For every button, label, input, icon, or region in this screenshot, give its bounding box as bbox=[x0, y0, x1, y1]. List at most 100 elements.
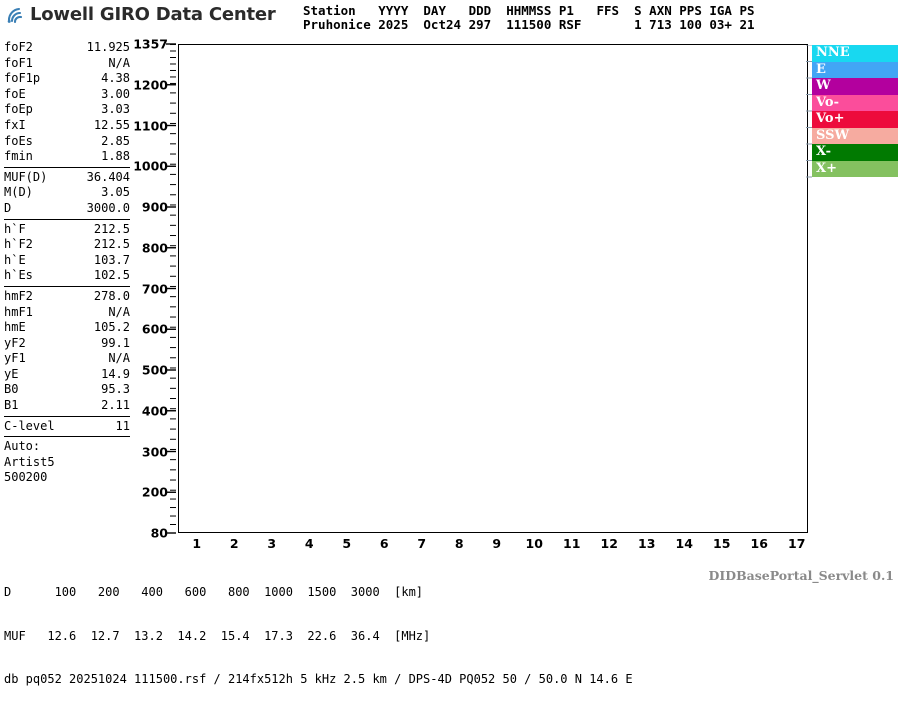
legend-item-x[interactable]: X+ bbox=[812, 160, 898, 177]
param-row-he: h`E 103.7 bbox=[4, 253, 130, 269]
y-tick-label: 80 bbox=[150, 525, 168, 541]
param-value: 3.00 bbox=[101, 86, 130, 101]
param-key: fmin bbox=[4, 149, 33, 164]
y-tick-label: 800 bbox=[141, 240, 168, 256]
param-value: 99.1 bbox=[101, 335, 130, 350]
ionogram-plot[interactable] bbox=[178, 44, 808, 533]
param-group-profile: hmF2 278.0 hmF1 N/A hmE 105.2 yF2 99.1 yF1 N/A yE 1… bbox=[4, 289, 130, 414]
direction-legend[interactable]: NNE E W Vo- Vo+ SSW X- X+ bbox=[812, 45, 898, 177]
x-tick-label: 13 bbox=[638, 536, 656, 551]
legend-item-e[interactable]: E bbox=[812, 61, 898, 78]
y-axis: 80 200 300 400 500 600 700 800 900 1000 1100 1200 13… bbox=[118, 36, 176, 541]
x-tick-label: 7 bbox=[417, 536, 427, 551]
plot-border bbox=[178, 44, 808, 533]
y-axis-ticks bbox=[166, 43, 176, 534]
y-tick-label: 600 bbox=[141, 321, 168, 337]
param-value: 105.2 bbox=[93, 320, 130, 335]
station-header: Station YYYY DAY DDD HHMMSS P1 FFS S AXN… bbox=[303, 4, 755, 32]
x-tick-label: 12 bbox=[600, 536, 618, 551]
param-value: 11 bbox=[115, 418, 130, 433]
x-tick-label: 9 bbox=[492, 536, 502, 551]
param-row-hme: hmE 105.2 bbox=[4, 320, 130, 336]
param-value: 212.5 bbox=[93, 221, 130, 236]
y-tick-label: 1100 bbox=[133, 118, 168, 133]
ionospheric-parameters-panel: foF2 11.925 foF1 N/A foF1p 4.38 foE 3.00 foEp 3.0… bbox=[4, 40, 130, 486]
param-key: yF2 bbox=[4, 335, 26, 350]
legend-item-w[interactable]: W bbox=[812, 78, 898, 95]
param-value: 11.925 bbox=[86, 40, 130, 54]
param-value: 103.7 bbox=[93, 252, 130, 267]
y-tick-label: 1000 bbox=[133, 158, 168, 174]
x-tick-label: 4 bbox=[304, 536, 314, 551]
x-tick-label: 15 bbox=[713, 536, 731, 551]
param-key: foF1 bbox=[4, 55, 33, 70]
param-value: 212.5 bbox=[93, 237, 130, 252]
param-key: D bbox=[4, 200, 12, 215]
param-key: h`F bbox=[4, 221, 26, 236]
auto-line: Artist5 bbox=[4, 454, 55, 469]
param-row-hmf1: hmF1 N/A bbox=[4, 305, 130, 321]
param-row-yf1: yF1 N/A bbox=[4, 351, 130, 367]
legend-item-nne[interactable]: NNE bbox=[812, 45, 898, 62]
x-tick-label: 1 bbox=[192, 536, 202, 551]
param-value: 3.03 bbox=[101, 102, 130, 117]
brand-logo: Lowell GIRO Data Center bbox=[6, 4, 276, 25]
x-tick-label: 16 bbox=[750, 536, 768, 551]
footer-info: D 100 200 400 600 800 1000 1500 3000 [km… bbox=[4, 556, 633, 701]
servlet-version-label: DIDBasePortal_Servlet 0.1 bbox=[708, 568, 894, 583]
y-tick-label: 1357 bbox=[133, 36, 168, 52]
param-key: foEp bbox=[4, 102, 33, 117]
auto-line: 500200 bbox=[4, 470, 48, 485]
brand-title: Lowell GIRO Data Center bbox=[30, 4, 276, 25]
legend-item-ssw[interactable]: SSW bbox=[812, 127, 898, 144]
x-tick-label: 17 bbox=[788, 536, 806, 551]
param-value: 3000.0 bbox=[86, 200, 130, 215]
param-row-fmin: fmin 1.88 bbox=[4, 149, 130, 165]
divider bbox=[4, 166, 130, 168]
param-row-yf2: yF2 99.1 bbox=[4, 336, 130, 352]
param-row-fxi: fxI 12.55 bbox=[4, 118, 130, 134]
param-key: fxI bbox=[4, 117, 26, 132]
param-key: hmF1 bbox=[4, 304, 33, 319]
y-tick-label: 500 bbox=[141, 362, 168, 378]
param-key: foEs bbox=[4, 133, 33, 148]
x-tick-label: 11 bbox=[563, 536, 581, 551]
legend-item-vo[interactable]: Vo- bbox=[812, 94, 898, 111]
legend-tick-bar bbox=[806, 45, 812, 178]
footer-muf-row: MUF 12.6 12.7 13.2 14.2 15.4 17.3 22.6 3… bbox=[4, 628, 431, 643]
param-value: 95.3 bbox=[101, 382, 130, 397]
param-value: 278.0 bbox=[93, 288, 130, 303]
divider bbox=[4, 218, 130, 220]
param-key: h`F2 bbox=[4, 237, 33, 252]
param-value: 4.38 bbox=[101, 71, 130, 86]
param-key: foF1p bbox=[4, 71, 41, 86]
param-row-fof2: foF2 11.925 bbox=[4, 40, 130, 56]
param-value: N/A bbox=[108, 55, 130, 70]
footer-distance-row: D 100 200 400 600 800 1000 1500 3000 [km… bbox=[4, 585, 424, 599]
param-row-fof1p: foF1p 4.38 bbox=[4, 71, 130, 87]
param-key: MUF(D) bbox=[4, 169, 48, 184]
param-value: 36.404 bbox=[86, 169, 130, 184]
y-tick-label: 1200 bbox=[133, 77, 168, 93]
x-axis: 1 2 3 4 5 6 7 8 9 10 11 12 13 14 15 16 17 bbox=[178, 536, 808, 556]
divider bbox=[4, 285, 130, 287]
param-row-hes: h`Es 102.5 bbox=[4, 268, 130, 284]
param-row-clevel: C-level 11 bbox=[4, 419, 130, 435]
divider bbox=[4, 436, 130, 438]
param-value: N/A bbox=[108, 304, 130, 319]
param-value: N/A bbox=[108, 351, 130, 366]
param-value: 3.05 bbox=[101, 185, 130, 200]
x-tick-label: 14 bbox=[675, 536, 693, 551]
param-key: B1 bbox=[4, 398, 19, 413]
param-row-ye: yE 14.9 bbox=[4, 367, 130, 383]
param-group-clevel: C-level 11 bbox=[4, 419, 130, 435]
param-row-fof1: foF1 N/A bbox=[4, 56, 130, 72]
param-group-virtual-heights: h`F 212.5 h`F2 212.5 h`E 103.7 h`Es 102.5 bbox=[4, 222, 130, 284]
x-tick-label: 2 bbox=[229, 536, 239, 551]
legend-item-vo[interactable]: Vo+ bbox=[812, 111, 898, 128]
y-tick-label: 900 bbox=[141, 199, 168, 215]
param-row-hmf2: hmF2 278.0 bbox=[4, 289, 130, 305]
legend-item-x[interactable]: X- bbox=[812, 144, 898, 161]
y-tick-label: 300 bbox=[141, 444, 168, 459]
param-key: foE bbox=[4, 86, 26, 101]
